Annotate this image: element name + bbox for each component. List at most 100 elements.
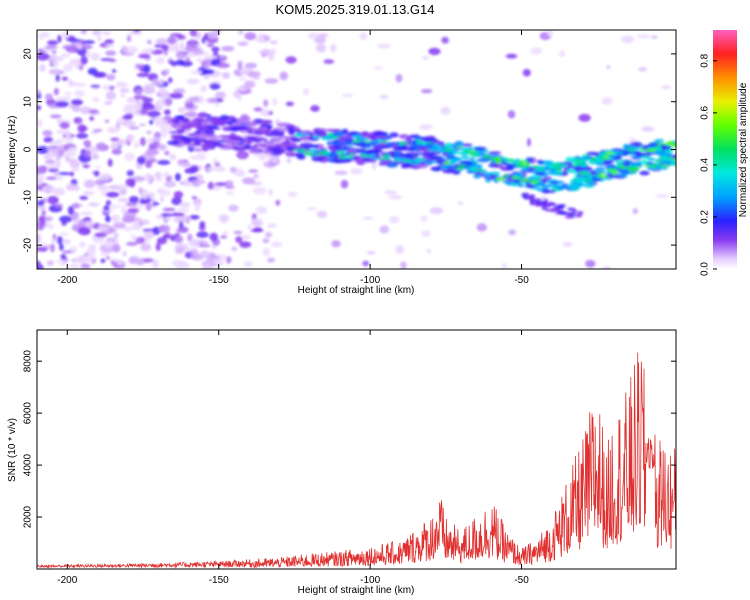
spectrogram-cell: [206, 43, 214, 48]
spectrogram-cell: [164, 97, 172, 107]
spectrogram-cell: [84, 191, 92, 195]
spectrogram-cell: [191, 196, 198, 200]
spectrogram-cell: [78, 108, 85, 113]
spectrogram-cell: [236, 119, 244, 124]
spectrogram-cell: [595, 167, 606, 171]
spectrogram-cell: [230, 126, 241, 131]
spectrogram-cell: [188, 96, 200, 102]
spectrogram-cell: [565, 215, 573, 219]
spectrogram-cell: [84, 253, 95, 263]
spectrogram-cell: [253, 107, 263, 112]
spectrogram-cell: [52, 233, 57, 240]
spectrogram-cell: [526, 196, 534, 199]
spectrogram-cell: [372, 157, 382, 160]
spectrogram-cell: [60, 53, 71, 58]
spectrogram-cell: [125, 178, 136, 187]
spectrogram-cell: [179, 221, 184, 229]
spectrogram-cell: [559, 50, 565, 58]
spectrogram-cell: [198, 164, 203, 171]
spectrogram-cell: [80, 30, 88, 35]
spectrogram-cell: [632, 208, 639, 215]
spectrogram-cell: [117, 138, 127, 146]
spectrogram-cell: [87, 67, 98, 75]
spectrogram-cell: [530, 202, 538, 206]
spectrogram-cell: [665, 141, 674, 145]
y-tick-label: 10: [23, 96, 34, 108]
spectrogram-cell: [238, 126, 250, 129]
spectrogram-cell: [111, 214, 120, 223]
spectrogram-cell: [491, 163, 503, 169]
spectrogram-cell: [105, 91, 117, 101]
spectrogram-cell: [422, 150, 431, 153]
spectrogram-cell: [276, 128, 289, 132]
spectrogram-cell: [350, 167, 363, 175]
spectrogram-cell: [649, 157, 656, 161]
spectrogram-cell: [643, 164, 654, 167]
spectrogram-cell: [417, 163, 428, 169]
spectrogram-cell: [543, 176, 553, 180]
spectrogram-cell: [536, 167, 546, 171]
spectrogram-cell: [655, 159, 662, 163]
spectrogram-cell: [364, 145, 372, 149]
spectrogram-cell: [547, 189, 557, 193]
spectrogram-cell: [545, 171, 559, 175]
spectrogram-cell: [573, 166, 585, 172]
spectrogram-cell: [94, 170, 100, 177]
spectrogram-cell: [654, 138, 665, 143]
spectrogram-cell: [49, 141, 61, 145]
spectrogram-cell: [162, 172, 170, 178]
spectrogram-cell: [315, 153, 321, 156]
spectrogram-cell: [267, 223, 277, 229]
spectrogram-cell: [239, 138, 246, 142]
spectrogram-cell: [297, 133, 309, 136]
spectrogram-cell: [399, 154, 414, 159]
spectrogram-cell: [475, 169, 485, 172]
spectrogram-cell: [420, 215, 428, 222]
spectrogram-cell: [174, 235, 184, 244]
spectrogram-cell: [607, 168, 617, 171]
spectrogram-cell: [265, 231, 273, 238]
colorbar-tick-label: 0.2: [700, 210, 711, 224]
spectrogram-cell: [362, 260, 370, 267]
spectrogram-cell: [518, 180, 527, 184]
spectrogram-cell: [58, 232, 70, 236]
x-tick-label: -150: [209, 575, 229, 586]
spectrogram-cell: [660, 164, 669, 167]
spectrogram-cell: [576, 211, 584, 215]
spectrogram-cell: [496, 178, 507, 182]
spectrogram-cell: [287, 191, 298, 198]
spectrogram-cell: [92, 97, 100, 103]
x-tick-label: -200: [57, 575, 77, 586]
snr-plot-area: [37, 330, 676, 569]
spectrogram-cell: [113, 233, 119, 239]
spectrogram-cell: [126, 170, 134, 177]
spectrogram-cell: [553, 206, 559, 209]
spectrogram-cell: [167, 140, 181, 146]
spectrogram-cell: [489, 151, 502, 155]
colorbar: 0.0 0.2 0.4 0.6 0.8 Normalized spectral ampl…: [700, 30, 749, 276]
spectrogram-cell: [248, 169, 258, 173]
spectrogram-cell: [639, 149, 648, 152]
spectrogram-cell: [242, 177, 256, 185]
spectrogram-cell: [586, 151, 599, 156]
spectrogram-cell: [63, 63, 73, 72]
spectrogram-cell: [323, 59, 335, 64]
spectrogram-cell: [102, 31, 111, 36]
spectrogram-cell: [508, 229, 517, 236]
spectrogram-cell: [252, 76, 261, 80]
spectrogram-cell: [596, 174, 603, 178]
spectrogram-cell: [138, 53, 151, 59]
spectrogram-cell: [371, 161, 377, 170]
spectrogram-cell: [57, 148, 65, 158]
spectrogram-cell: [489, 157, 498, 161]
spectrogram-cell: [358, 153, 367, 156]
spectrogram-cell: [326, 132, 334, 137]
y-tick-label: 2000: [23, 505, 34, 528]
spectrogram-cell: [174, 173, 181, 182]
spectrogram-cell: [539, 204, 546, 208]
spectrogram-cell: [416, 139, 422, 143]
spectrogram-cell: [133, 141, 140, 148]
spectrogram-cell: [432, 143, 439, 148]
spectrogram-cell: [384, 158, 392, 161]
snr-x-axis: -200 -150 -100 -50: [57, 330, 529, 586]
